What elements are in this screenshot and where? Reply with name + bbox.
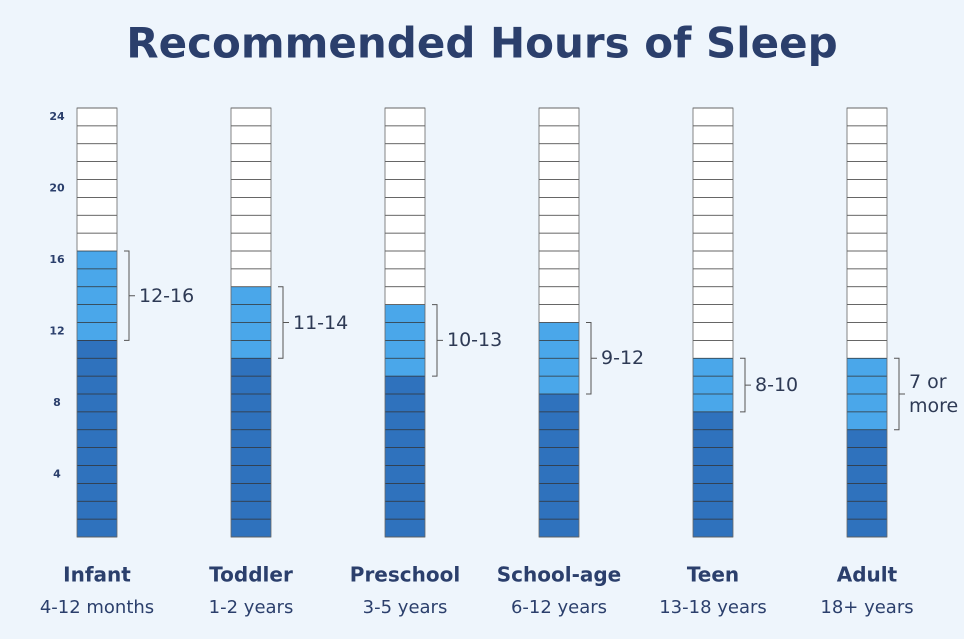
bracket bbox=[432, 304, 443, 377]
y-tick-label: 24 bbox=[49, 110, 65, 123]
range-label: 9-12 bbox=[601, 347, 645, 370]
age-range-label: 4-12 months bbox=[40, 597, 154, 618]
range-label: 8-10 bbox=[755, 374, 799, 397]
column-outline bbox=[846, 107, 888, 538]
bracket bbox=[124, 250, 135, 341]
chart-title: Recommended Hours of Sleep bbox=[126, 19, 837, 68]
bar-segment bbox=[385, 376, 425, 537]
range-label: 11-14 bbox=[293, 311, 349, 334]
age-range-label: 18+ years bbox=[820, 597, 913, 618]
column-outline bbox=[76, 107, 118, 538]
column-outline bbox=[538, 107, 580, 538]
bar-segment bbox=[77, 251, 117, 341]
age-range-label: 3-5 years bbox=[363, 597, 448, 618]
column-outline bbox=[692, 107, 734, 538]
category-label: Infant bbox=[63, 563, 131, 587]
age-range-label: 13-18 years bbox=[659, 597, 767, 618]
range-label: 10-13 bbox=[447, 329, 503, 352]
range-label: 12-16 bbox=[139, 284, 195, 307]
age-range-label: 6-12 years bbox=[511, 597, 607, 618]
category-label: Preschool bbox=[350, 563, 460, 587]
category-label: Teen bbox=[687, 563, 739, 587]
column-outline bbox=[384, 107, 426, 538]
bar-segment bbox=[77, 340, 117, 537]
bracket bbox=[278, 286, 289, 359]
y-tick-label: 20 bbox=[49, 182, 65, 195]
y-tick-label: 8 bbox=[53, 396, 61, 409]
y-tick-label: 12 bbox=[49, 325, 64, 338]
age-range-label: 1-2 years bbox=[209, 597, 294, 618]
y-tick-label: 4 bbox=[53, 468, 61, 481]
bar-segment bbox=[693, 411, 733, 537]
category-label: Toddler bbox=[209, 563, 293, 587]
column-outline bbox=[230, 107, 272, 538]
y-tick-label: 16 bbox=[49, 253, 65, 266]
range-label: 7 or more bbox=[909, 371, 959, 417]
bracket bbox=[740, 357, 751, 413]
category-label: School-age bbox=[497, 563, 622, 587]
bar-segment bbox=[693, 358, 733, 412]
bracket bbox=[894, 357, 905, 431]
category-label: Adult bbox=[837, 563, 898, 587]
bracket bbox=[586, 322, 597, 395]
